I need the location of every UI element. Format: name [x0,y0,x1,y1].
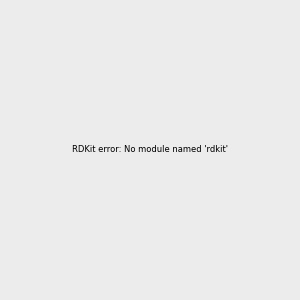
Text: RDKit error: No module named 'rdkit': RDKit error: No module named 'rdkit' [72,146,228,154]
